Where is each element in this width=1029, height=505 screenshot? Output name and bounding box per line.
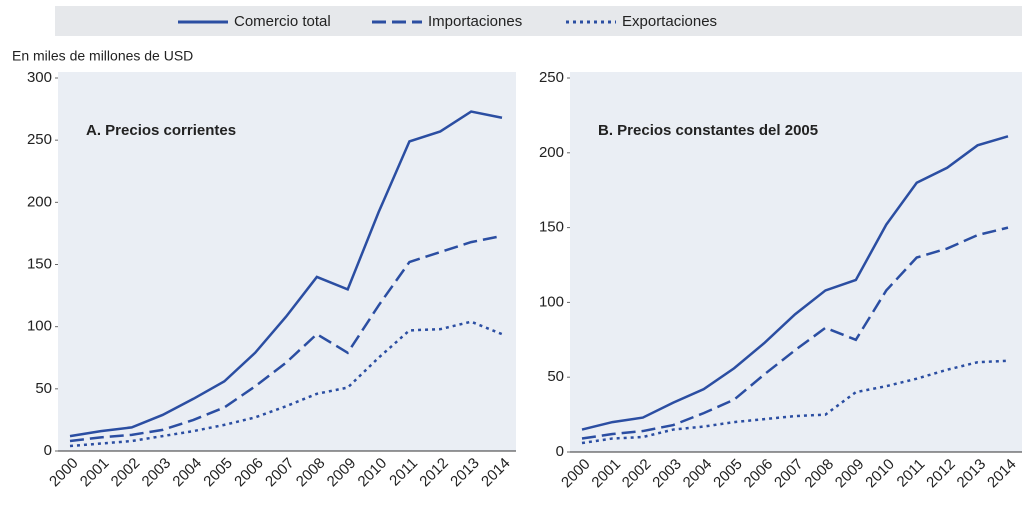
x-tick-label: 2008 [293, 455, 329, 491]
line-series [69, 234, 503, 443]
line-series [69, 320, 503, 448]
x-tick-label: 2003 [649, 456, 685, 492]
x-tick-label: 2002 [108, 455, 144, 491]
plot-area [58, 72, 516, 451]
x-tick-label: 2008 [801, 456, 837, 492]
x-tick-label: 2014 [478, 455, 514, 491]
y-tick-label: 200 [27, 193, 52, 210]
y-tick-label: 100 [539, 293, 564, 310]
y-tick-label: 250 [539, 69, 564, 86]
y-tick-label: 150 [539, 219, 564, 236]
y-tick-label: 200 [539, 144, 564, 161]
x-tick-label: 2012 [923, 456, 959, 492]
x-tick-label: 2013 [447, 455, 483, 491]
y-tick-label: 100 [27, 318, 52, 335]
x-tick-label: 2004 [169, 455, 205, 491]
x-tick-label: 2011 [894, 456, 929, 491]
legend-label: Importaciones [428, 13, 522, 30]
x-tick-label: 2013 [954, 456, 990, 492]
x-tick-label: 2004 [680, 456, 716, 492]
x-tick-label: 2011 [386, 455, 421, 490]
x-tick-label: 2010 [355, 455, 391, 491]
x-tick-label: 2012 [416, 455, 452, 491]
x-tick-label: 2003 [139, 455, 175, 491]
y-tick-label: 50 [35, 380, 52, 397]
x-tick-label: 2009 [324, 455, 360, 491]
line-series [581, 135, 1009, 431]
x-tick-label: 2000 [46, 455, 82, 491]
y-tick-label: 250 [27, 131, 52, 148]
y-tick-label: 50 [547, 368, 564, 385]
x-tick-label: 2005 [200, 455, 236, 491]
y-tick-label: 150 [27, 255, 52, 272]
y-tick-label: 0 [44, 442, 52, 459]
legend-label: Exportaciones [622, 13, 717, 30]
x-tick-label: 2006 [741, 456, 777, 492]
plot-area [570, 72, 1022, 452]
x-tick-label: 2005 [710, 456, 746, 492]
x-tick-label: 2001 [588, 456, 624, 492]
y-axis-label: En miles de millones de USD [12, 48, 193, 64]
x-tick-label: 2007 [262, 455, 298, 491]
x-tick-label: 2009 [832, 456, 868, 492]
legend-label: Comercio total [234, 13, 331, 30]
x-tick-label: 2001 [77, 455, 113, 491]
y-tick-label: 300 [27, 69, 52, 86]
x-tick-label: 2007 [771, 456, 807, 492]
line-series [581, 359, 1009, 445]
y-tick-label: 0 [556, 443, 564, 460]
chart-title: A. Precios corrientes [86, 122, 236, 139]
x-tick-label: 2006 [231, 455, 267, 491]
x-tick-label: 2002 [619, 456, 655, 492]
x-tick-label: 2010 [862, 456, 898, 492]
x-tick-label: 2000 [558, 456, 594, 492]
line-series [581, 226, 1009, 440]
line-series [69, 110, 503, 438]
chart-title: B. Precios constantes del 2005 [598, 122, 818, 139]
x-tick-label: 2014 [984, 456, 1020, 492]
